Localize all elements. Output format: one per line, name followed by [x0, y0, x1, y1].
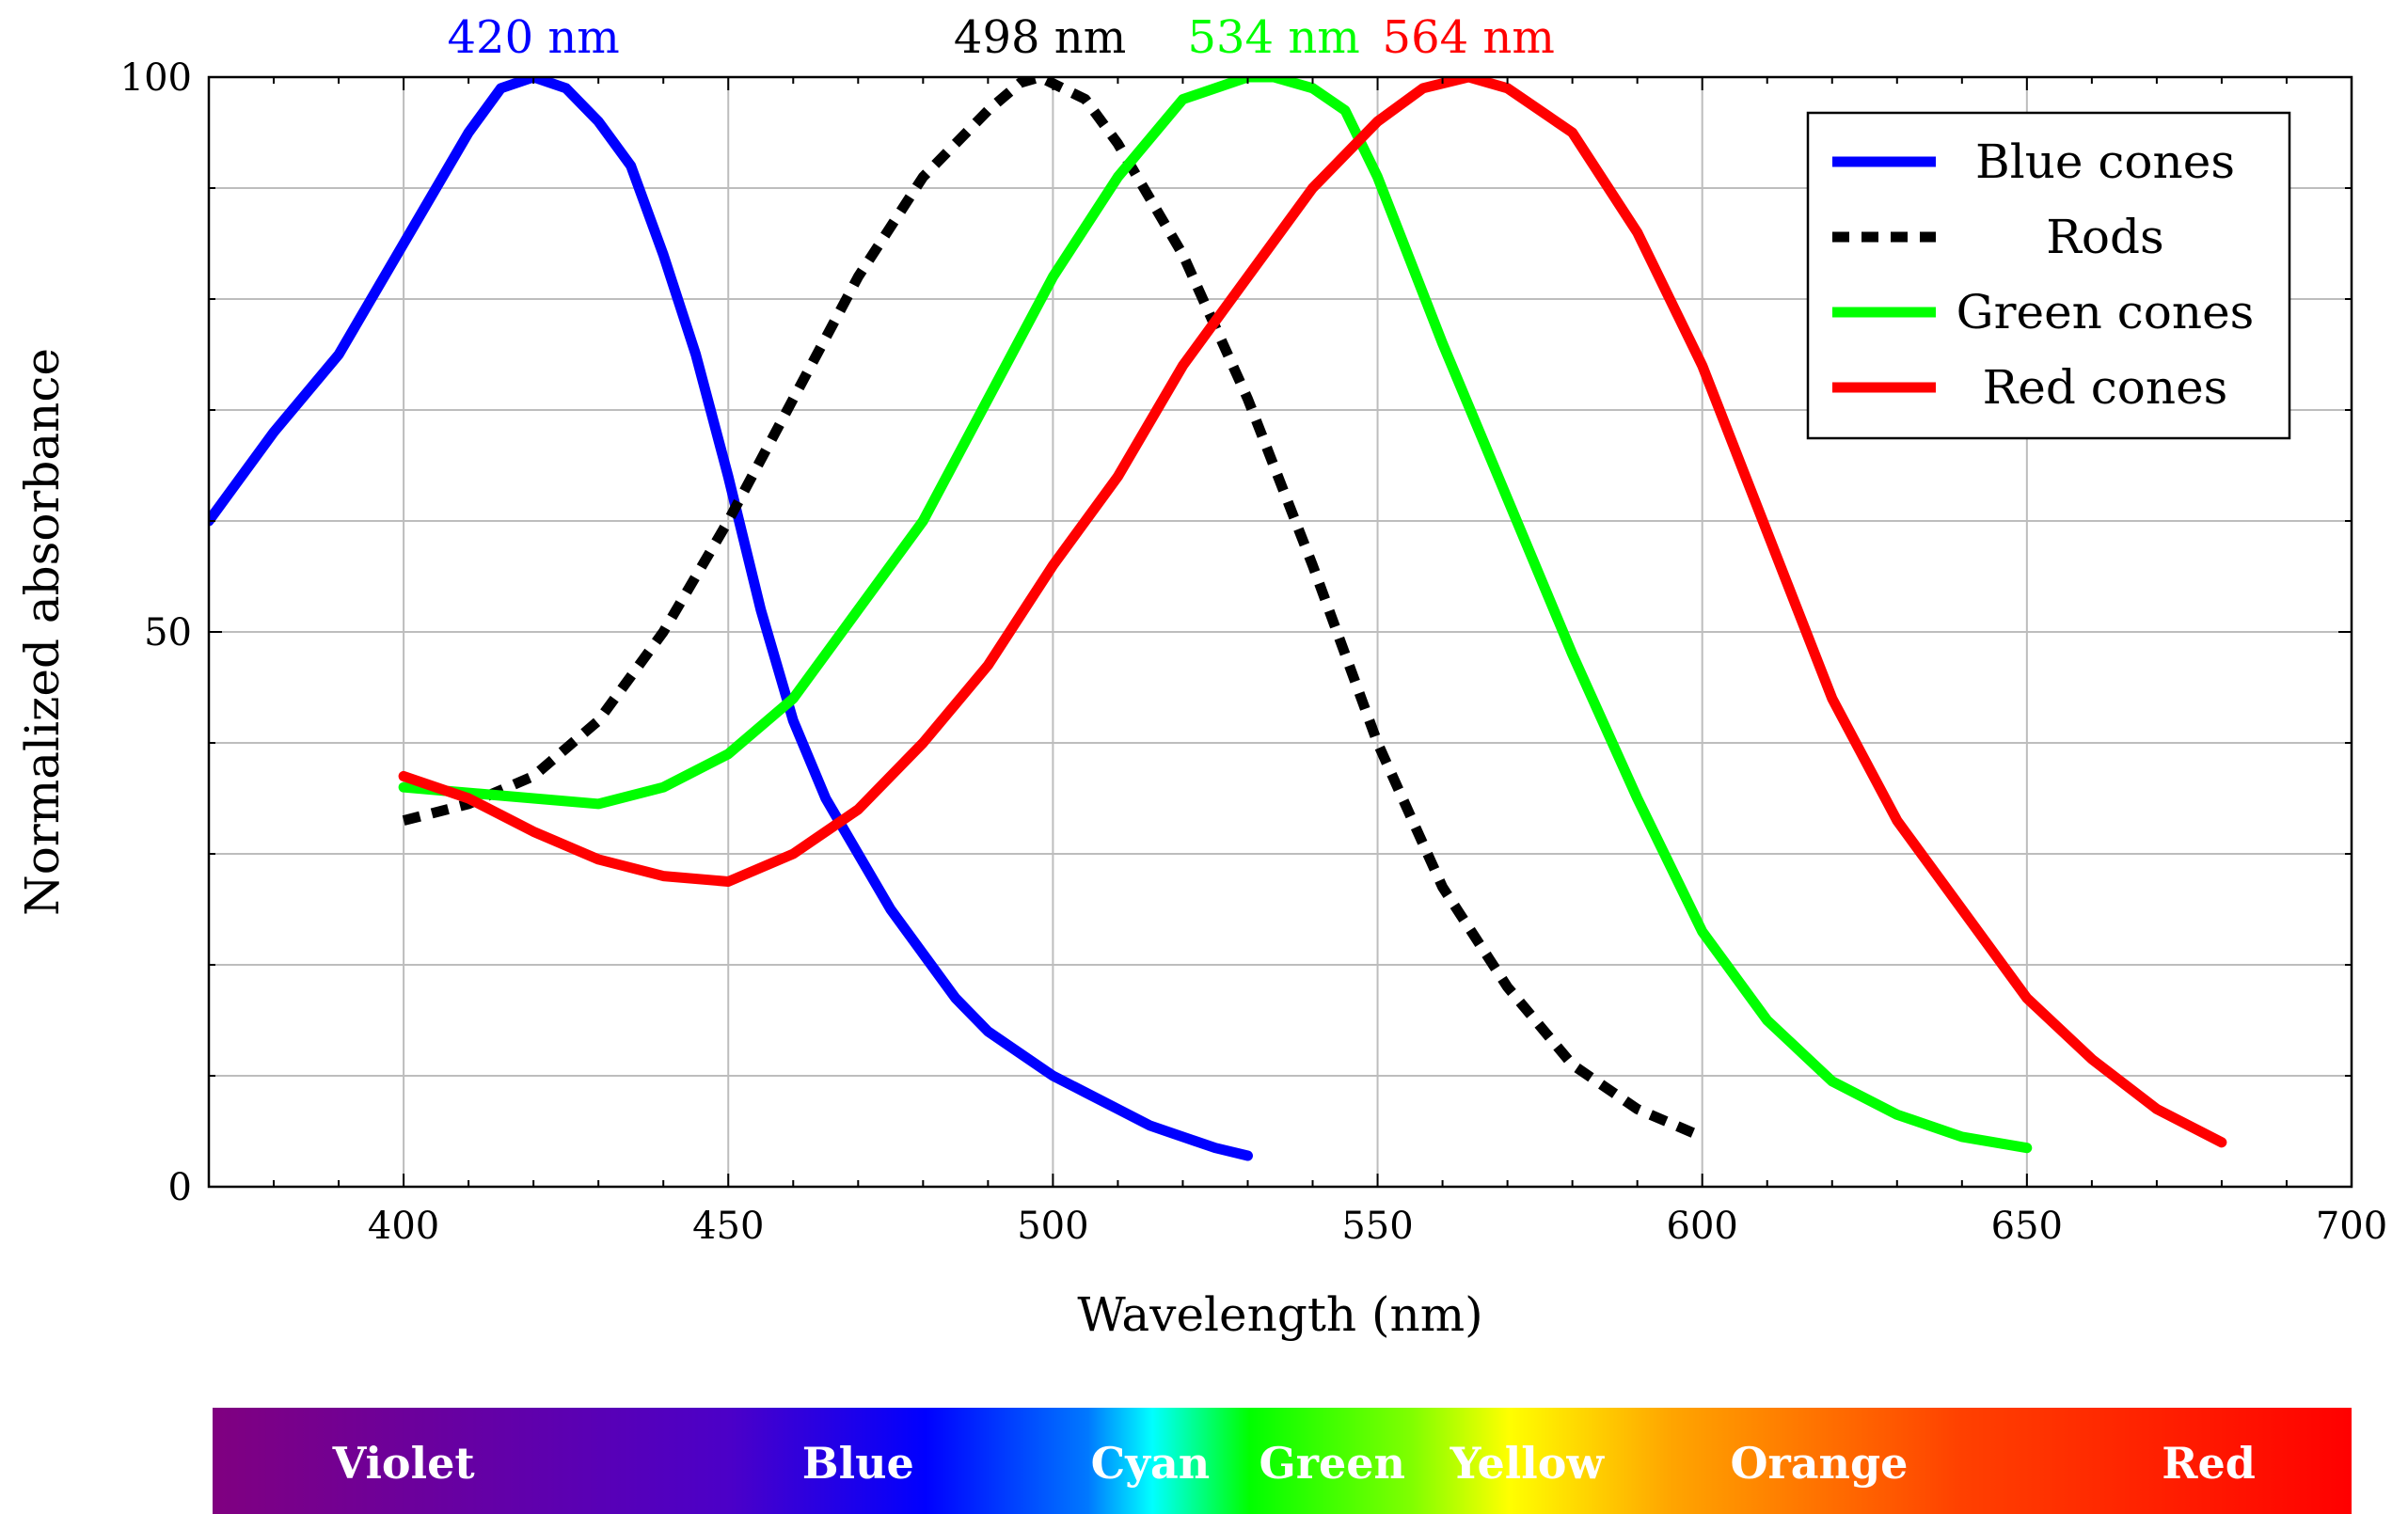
series-line-rods — [402, 77, 1704, 1142]
spectrum-gradient-bar — [213, 1408, 2352, 1514]
legend-label: Rods — [2046, 210, 2163, 264]
legend-label: Red cones — [1983, 360, 2228, 415]
series-lines — [209, 77, 2227, 1161]
x-tick-label: 700 — [2316, 1205, 2387, 1248]
x-tick-label: 650 — [1991, 1205, 2063, 1248]
x-axis-label: Wavelength (nm) — [1077, 1287, 1482, 1342]
series-line-red-cones — [398, 77, 2227, 1148]
spectrum-band-label: Blue — [802, 1438, 914, 1489]
x-tick-label: 550 — [1341, 1205, 1413, 1248]
y-axis-label: Normalized absorbance — [15, 348, 70, 916]
legend-label: Green cones — [1956, 285, 2255, 339]
legend-label: Blue cones — [1975, 134, 2235, 189]
legend: Blue cones Rods Green cones Red cones — [1806, 111, 2291, 440]
peak-label: 498 nm — [954, 11, 1126, 64]
spectrum-band: Violet Blue Cyan Green Yellow Orange Red — [213, 1408, 2352, 1514]
y-tick-label: 100 — [120, 56, 192, 100]
spectrum-band-label: Violet — [332, 1438, 476, 1489]
peak-label: 564 nm — [1383, 11, 1555, 64]
spectrum-band-label: Cyan — [1091, 1438, 1211, 1489]
axis-ticks: 400 450 500 550 600 650 700 0 50 100 — [120, 56, 2388, 1248]
spectrum-band-label: Green — [1259, 1438, 1405, 1489]
x-tick-label: 600 — [1667, 1205, 1738, 1248]
x-tick-label: 400 — [368, 1205, 439, 1248]
y-tick-label: 0 — [168, 1166, 192, 1209]
peak-annotations: 420 nm 498 nm 534 nm 564 nm — [447, 11, 1554, 64]
spectrum-band-label: Red — [2162, 1438, 2256, 1489]
peak-label: 420 nm — [447, 11, 619, 64]
series-line-green-cones — [398, 77, 2033, 1154]
spectrum-band-label: Orange — [1730, 1438, 1908, 1489]
peak-label: 534 nm — [1187, 11, 1359, 64]
y-tick-label: 50 — [144, 611, 192, 654]
series-line-blue-cones — [209, 77, 1253, 1161]
spectrum-band-label: Yellow — [1450, 1438, 1606, 1489]
x-tick-label: 450 — [692, 1205, 764, 1248]
x-tick-label: 500 — [1017, 1205, 1088, 1248]
